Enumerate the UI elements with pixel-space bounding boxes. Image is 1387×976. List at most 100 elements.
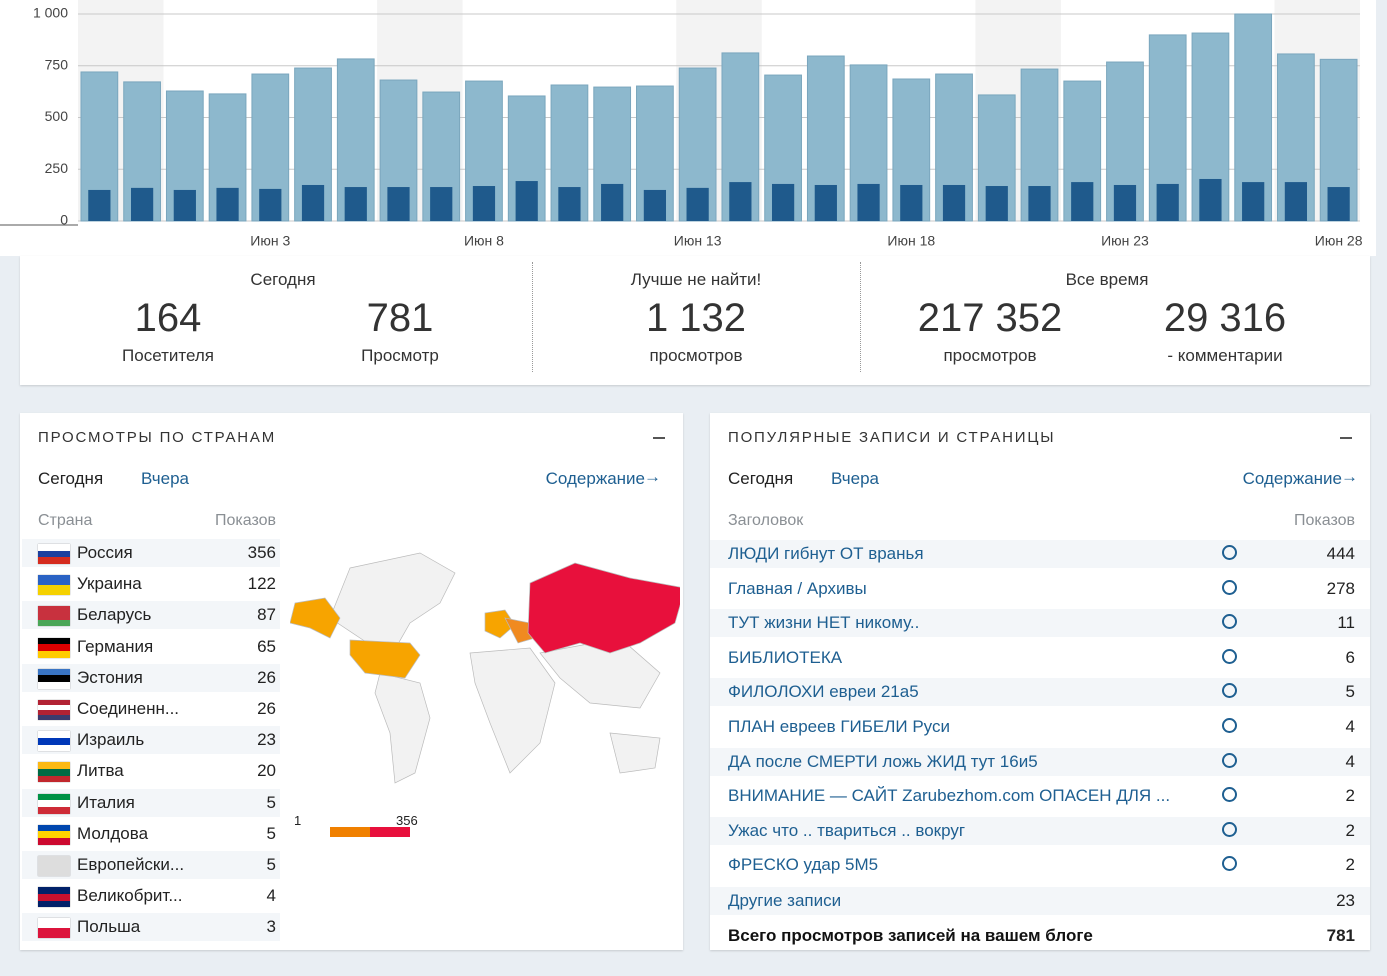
post-row: ТУТ жизни НЕТ никому.. 11 (710, 609, 1370, 638)
zoom-icon[interactable] (1222, 579, 1237, 595)
country-name: Молдова (77, 823, 149, 843)
post-title: Всего просмотров записей на вашем блоге (728, 926, 1093, 945)
flag-stripe (38, 637, 70, 645)
post-title[interactable]: ПЛАН евреев ГИБЕЛИ Руси (728, 717, 950, 736)
bar (344, 187, 367, 221)
country-views: 122 (247, 574, 276, 594)
bar (301, 184, 325, 221)
flag (38, 700, 70, 720)
country-views: 4 (266, 886, 276, 906)
flag-stripe (38, 613, 70, 620)
country-row: Украина 122 (22, 570, 280, 599)
bar (857, 183, 880, 221)
y-tick-label: 500 (45, 108, 69, 124)
content-link[interactable]: Содержание (1242, 469, 1342, 488)
flag-stripe (38, 590, 70, 596)
post-title[interactable]: Главная / Архивы (728, 578, 867, 598)
bar (1242, 182, 1265, 221)
post-views: 278 (1326, 578, 1355, 598)
bar (430, 187, 453, 221)
legend-max: 356 (396, 813, 418, 828)
post-views: 444 (1326, 544, 1355, 563)
country-views: 23 (257, 730, 276, 750)
country-row: Израиль 23 (22, 726, 280, 755)
zoom-icon[interactable] (1222, 545, 1237, 560)
bar (900, 184, 923, 221)
divider (532, 262, 533, 372)
legend-min: 1 (294, 813, 302, 828)
country-views: 26 (257, 699, 276, 718)
zoom-icon[interactable] (1222, 821, 1237, 837)
post-title[interactable]: ТУТ жизни НЕТ никому.. (728, 613, 920, 633)
flag (38, 762, 70, 783)
post-title[interactable]: ФИЛОЛОХИ евреи 21а5 (728, 682, 919, 702)
post-views: 781 (1326, 926, 1355, 945)
post-title[interactable]: ВНИМАНИЕ — САЙТ Zarubezhom.com ОПАСЕН ДЛ… (728, 786, 1171, 806)
tab[interactable]: Вчера (141, 469, 189, 488)
zoom-icon[interactable] (1222, 856, 1237, 872)
tab[interactable]: Сегодня (38, 469, 104, 488)
column-header: Заголовок (728, 512, 804, 529)
post-title[interactable]: Другие записи (728, 891, 842, 910)
flag-stripe (38, 700, 70, 705)
zoom-icon[interactable] (1222, 718, 1237, 733)
country-name: Европейски... (77, 855, 185, 874)
bar (515, 181, 538, 221)
post-views: 4 (1345, 751, 1355, 771)
collapse-icon[interactable] (653, 437, 665, 439)
post-title[interactable]: ДА после СМЕРТИ ложь ЖИД тут 16и5 (728, 751, 1038, 771)
flag-stripe (38, 856, 70, 876)
post-row: ЛЮДИ гибнут ОТ вранья 444 (710, 540, 1370, 568)
flag-stripe (38, 775, 70, 783)
flag (38, 887, 70, 908)
world-map (290, 552, 680, 837)
flag-stripe (38, 705, 70, 710)
zoom-icon[interactable] (1222, 787, 1237, 803)
bar (173, 189, 196, 221)
zoom-icon[interactable] (1222, 648, 1237, 664)
flag-stripe (38, 550, 70, 558)
post-title[interactable]: ЛЮДИ гибнут ОТ вранья (728, 544, 924, 563)
flag-stripe (38, 710, 70, 715)
post-views: 11 (1337, 613, 1355, 633)
post-title[interactable]: БИБЛИОТЕКА (728, 647, 843, 667)
country-name: Германия (77, 636, 154, 656)
summary-value: 29 316 (1163, 296, 1287, 340)
flag-stripe (38, 668, 70, 676)
zoom-icon[interactable] (1222, 752, 1237, 768)
summary-label: - комментарии (1167, 346, 1283, 365)
x-tick-label: Июн 23 (1101, 233, 1149, 249)
summary-label: Просмотр (361, 346, 439, 365)
tab[interactable]: Сегодня (728, 469, 794, 488)
bar (771, 183, 795, 221)
content-link[interactable]: Содержание (545, 469, 645, 488)
tab[interactable]: Вчера (831, 469, 879, 488)
country-row: Италия 5 (22, 788, 280, 817)
column-header: Показов (214, 512, 276, 529)
y-tick-label: 0 (60, 212, 68, 228)
post-views: 2 (1345, 786, 1355, 806)
zoom-icon[interactable] (1222, 683, 1237, 699)
chart: 0 250 500 750 1 000 Июн 3 Июн 8 Июн 13 Июн 18 Июн… (0, 0, 1376, 256)
post-title[interactable]: Ужас что .. твариться .. вокруг (728, 820, 966, 840)
flag-stripe (38, 887, 70, 894)
post-title[interactable]: ФРЕСКО удар 5М5 (728, 855, 879, 875)
collapse-icon[interactable] (1340, 437, 1352, 439)
country-name: Беларусь (77, 605, 152, 625)
country-shape (329, 552, 456, 659)
country-row: Европейски... 5 (22, 851, 280, 879)
country-row: Молдова 5 (22, 819, 280, 848)
country-views: 5 (266, 855, 276, 874)
flag-stripe (38, 918, 70, 929)
bar (259, 188, 282, 221)
flag-stripe (38, 737, 70, 745)
country-views: 20 (257, 761, 276, 781)
y-tick-label: 250 (45, 160, 69, 176)
bar (558, 187, 581, 221)
zoom-icon[interactable] (1222, 614, 1237, 630)
legend-gradient (370, 827, 410, 837)
flag-stripe (38, 580, 70, 586)
bar (643, 189, 667, 221)
summary-title: Сегодня (250, 270, 316, 289)
